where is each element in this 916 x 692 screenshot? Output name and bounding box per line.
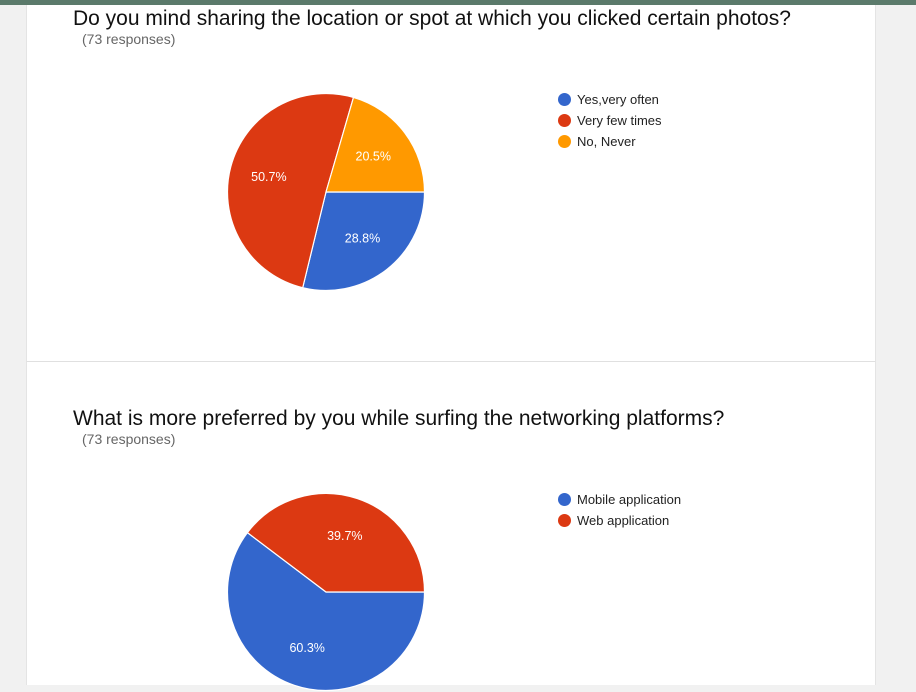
- chart-legend: Yes,very often Very few times No, Never: [558, 89, 662, 152]
- legend-label: Very few times: [577, 113, 662, 128]
- legend-item-mobile-application: Mobile application: [558, 489, 681, 510]
- legend-swatch: [558, 114, 571, 127]
- question-card-platform-preference: What is more preferred by you while surf…: [26, 362, 876, 692]
- question-title: What is more preferred by you while surf…: [73, 407, 725, 430]
- legend-swatch: [558, 514, 571, 527]
- slice-label-no-never: 20.5%: [356, 150, 391, 164]
- legend-item-yes-very-often: Yes,very often: [558, 89, 662, 110]
- legend-label: No, Never: [577, 134, 636, 149]
- legend-swatch: [558, 93, 571, 106]
- slice-label-mobile-application: 60.3%: [289, 641, 324, 655]
- question-card-location-sharing: Do you mind sharing the location or spot…: [26, 5, 876, 362]
- top-border: [0, 0, 916, 5]
- slice-label-yes-very-often: 28.8%: [345, 231, 380, 245]
- question-title: Do you mind sharing the location or spot…: [73, 7, 791, 30]
- pie-slice-no-never: [325, 96, 426, 193]
- legend-label: Mobile application: [577, 492, 682, 507]
- response-count: (73 responses): [82, 31, 176, 47]
- pie-slice-very-few-times: [226, 92, 355, 289]
- legend-swatch: [558, 135, 571, 148]
- pie-slice-web-application: [246, 492, 426, 593]
- chart-legend: Mobile application Web application: [558, 489, 681, 531]
- slice-label-web-application: 39.7%: [327, 529, 362, 543]
- response-count: (73 responses): [82, 431, 176, 447]
- pie-chart: 28.8% 50.7% 20.5%: [226, 92, 426, 292]
- legend-label: Web application: [577, 513, 670, 528]
- legend-item-no-never: No, Never: [558, 131, 662, 152]
- pie-chart: 60.3% 39.7%: [226, 492, 426, 692]
- pie-slice-yes-very-often: [301, 191, 426, 292]
- slice-label-very-few-times: 50.7%: [251, 170, 286, 184]
- legend-swatch: [558, 493, 571, 506]
- legend-item-very-few-times: Very few times: [558, 110, 662, 131]
- legend-item-web-application: Web application: [558, 510, 681, 531]
- legend-label: Yes,very often: [577, 92, 659, 107]
